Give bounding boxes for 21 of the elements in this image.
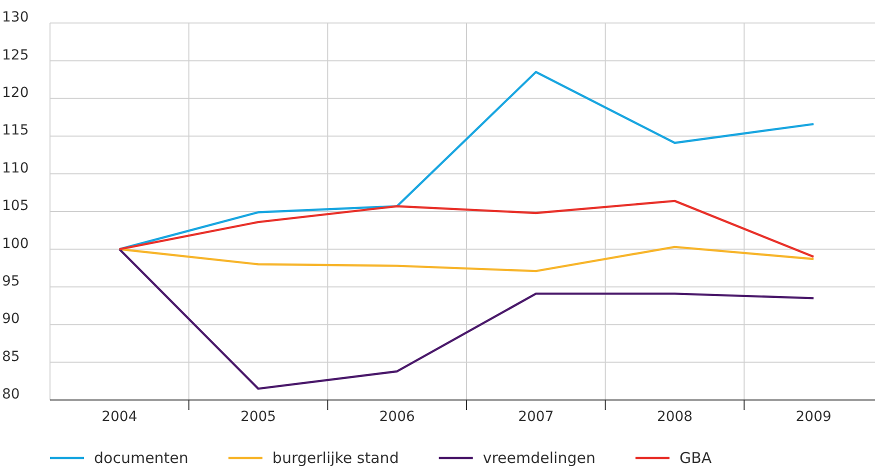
y-tick-label: 90 (2, 311, 20, 328)
y-tick-label: 120 (2, 85, 29, 101)
y-tick-label: 85 (2, 348, 20, 365)
y-tick-label: 100 (2, 236, 29, 252)
x-tick-label: 2007 (518, 409, 554, 426)
y-tick-label: 80 (2, 386, 20, 403)
x-tick-label: 2009 (796, 409, 832, 426)
legend-label: vreemdelingen (482, 449, 596, 466)
x-tick-label: 2005 (240, 409, 276, 426)
x-tick-label: 2004 (102, 409, 138, 426)
x-tick-label: 2008 (656, 409, 693, 426)
legend-label: burgerlijke stand (272, 449, 399, 466)
y-tick-label: 95 (2, 274, 20, 290)
y-tick-label: 125 (2, 47, 29, 64)
y-tick-label: 110 (2, 160, 29, 176)
legend-label: GBA (679, 449, 712, 466)
x-tick-label: 2006 (379, 409, 415, 426)
legend-label: documenten (94, 449, 188, 466)
y-tick-label: 115 (2, 122, 29, 139)
y-tick-label: 130 (2, 10, 29, 26)
y-tick-label: 105 (2, 198, 29, 214)
